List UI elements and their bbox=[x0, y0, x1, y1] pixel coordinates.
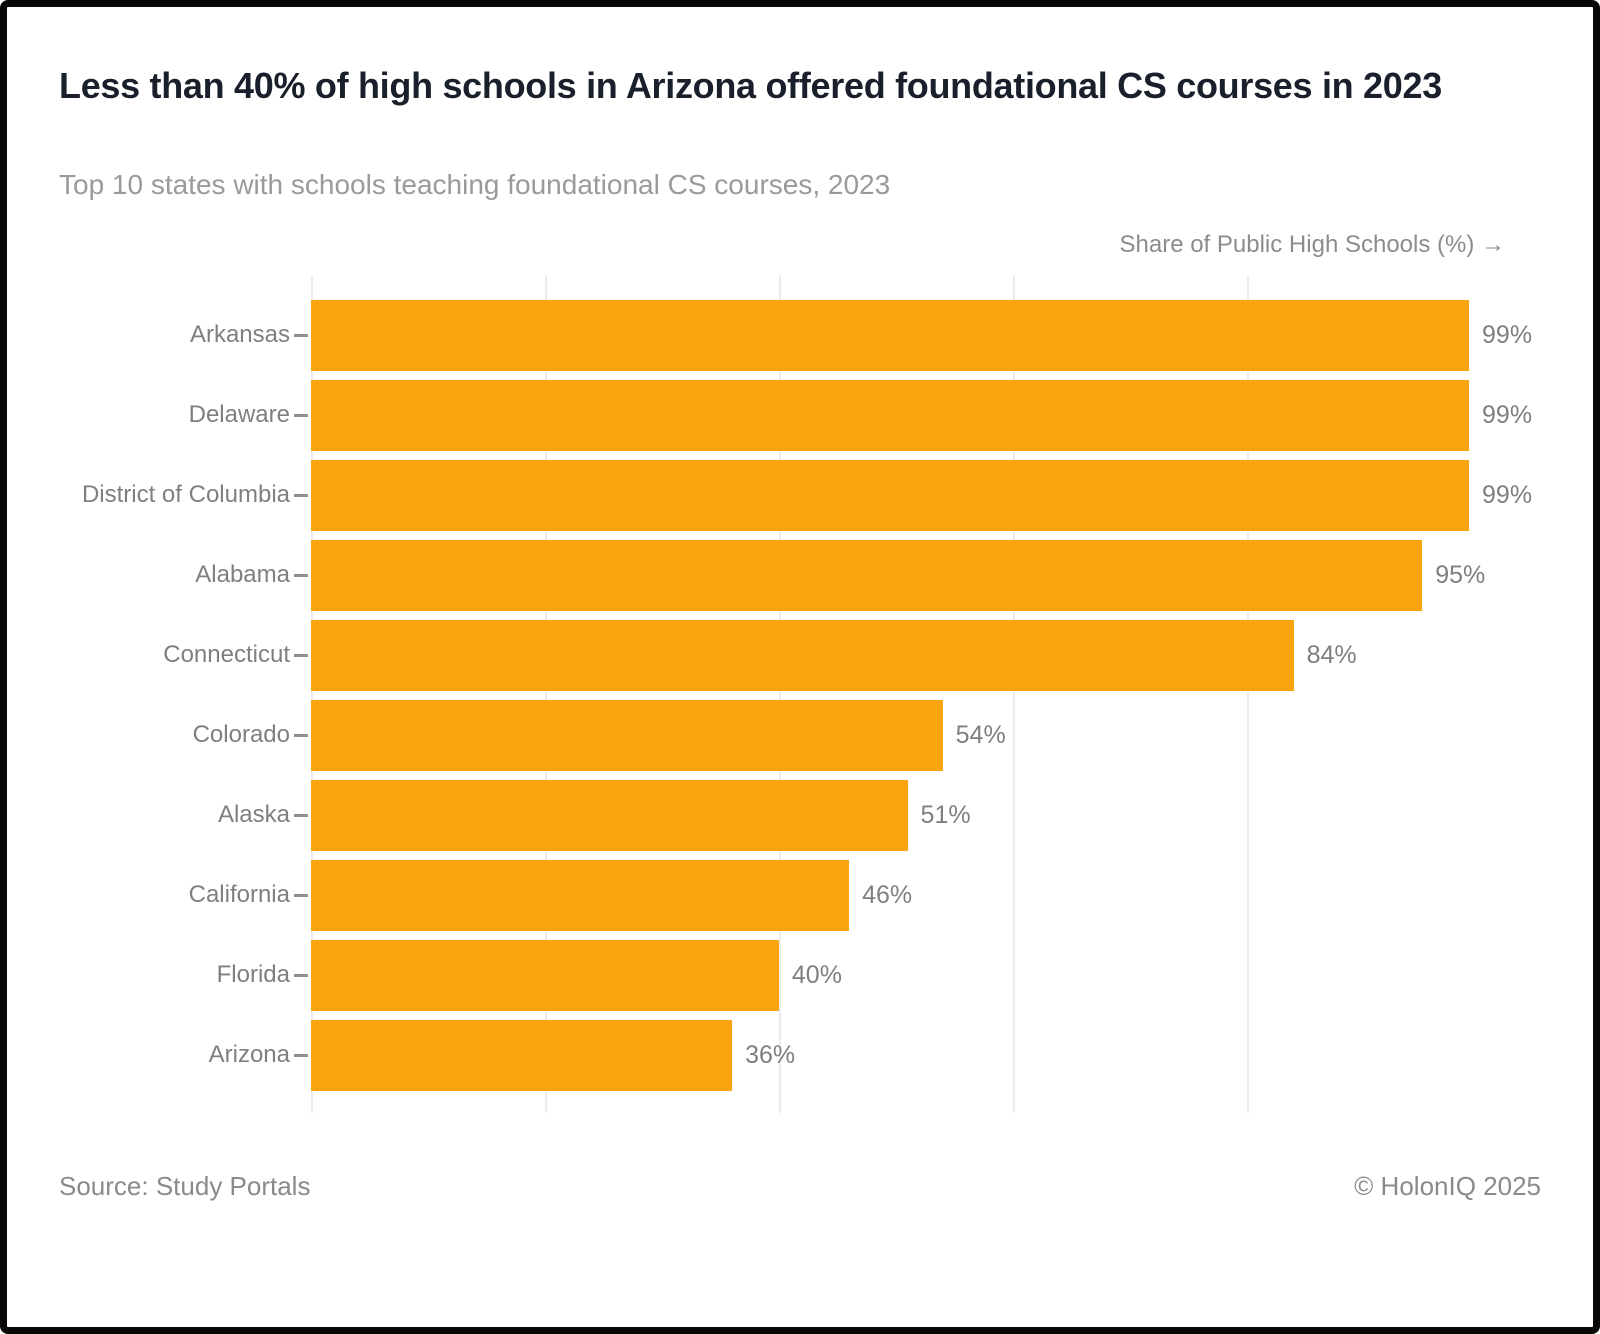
tick-mark bbox=[294, 413, 308, 417]
tick-mark bbox=[294, 653, 308, 657]
bar bbox=[311, 459, 1470, 531]
gridline-40 bbox=[778, 275, 781, 1113]
bar-track: 99% bbox=[311, 299, 1541, 371]
bar bbox=[311, 299, 1470, 371]
gridline-60 bbox=[1012, 275, 1015, 1113]
bar-row: Colorado 54% bbox=[59, 695, 1541, 775]
category-label: Arizona bbox=[208, 1041, 290, 1068]
bar-row: District of Columbia 99% bbox=[59, 455, 1541, 535]
bar-row: Arizona 36% bbox=[59, 1015, 1541, 1095]
category-label: Arkansas bbox=[189, 321, 290, 348]
x-axis-label: Share of Public High Schools (%) → bbox=[1119, 231, 1506, 258]
value-label: 36% bbox=[745, 1040, 796, 1069]
bar-row: Connecticut 84% bbox=[59, 615, 1541, 695]
value-label: 40% bbox=[791, 960, 842, 989]
bar-track: 40% bbox=[311, 939, 1541, 1011]
copyright-text: © HolonIQ 2025 bbox=[1354, 1171, 1541, 1201]
bar-track: 84% bbox=[311, 619, 1541, 691]
bar-track: 36% bbox=[311, 1019, 1541, 1091]
value-label: 46% bbox=[862, 880, 913, 909]
value-label: 54% bbox=[955, 720, 1006, 749]
bar-row: Alaska 51% bbox=[59, 775, 1541, 855]
category-label: Colorado bbox=[192, 721, 290, 748]
bar-row: Alabama 95% bbox=[59, 535, 1541, 615]
category-label: Alaska bbox=[217, 801, 290, 828]
source-text: Source: Study Portals bbox=[59, 1171, 311, 1201]
category-label: District of Columbia bbox=[81, 481, 290, 508]
bar-track: 99% bbox=[311, 459, 1541, 531]
value-label: 84% bbox=[1306, 640, 1357, 669]
gridline-20 bbox=[544, 275, 547, 1113]
value-label: 95% bbox=[1435, 560, 1486, 589]
tick-mark bbox=[294, 973, 308, 977]
gridline-80 bbox=[1246, 275, 1249, 1113]
bar bbox=[311, 619, 1294, 691]
value-label: 99% bbox=[1482, 320, 1533, 349]
tick-mark bbox=[294, 573, 308, 577]
chart-title: Less than 40% of high schools in Arizona… bbox=[59, 65, 1442, 106]
tick-mark bbox=[294, 733, 308, 737]
bar-track: 95% bbox=[311, 539, 1541, 611]
bar-track: 46% bbox=[311, 859, 1541, 931]
bar bbox=[311, 859, 850, 931]
category-label: Delaware bbox=[188, 401, 290, 428]
bar-row: Arkansas 99% bbox=[59, 295, 1541, 375]
bar bbox=[311, 939, 779, 1011]
tick-mark bbox=[294, 893, 308, 897]
bar-row: Delaware 99% bbox=[59, 375, 1541, 455]
bar-chart-plot-area: Arkansas 99% Delaware 99% District of Columb… bbox=[59, 275, 1541, 1113]
category-label: Connecticut bbox=[163, 641, 290, 668]
category-label: Florida bbox=[216, 961, 290, 988]
tick-mark bbox=[294, 493, 308, 497]
gridlines bbox=[311, 275, 1541, 1113]
bar-row: California 46% bbox=[59, 855, 1541, 935]
bar-row: Florida 40% bbox=[59, 935, 1541, 1015]
bar-track: 99% bbox=[311, 379, 1541, 451]
bar bbox=[311, 379, 1470, 451]
bar-track: 54% bbox=[311, 699, 1541, 771]
bar bbox=[311, 699, 943, 771]
value-label: 99% bbox=[1482, 480, 1533, 509]
tick-mark bbox=[294, 813, 308, 817]
tick-mark bbox=[294, 1053, 308, 1057]
bar-track: 51% bbox=[311, 779, 1541, 851]
value-label: 51% bbox=[920, 800, 971, 829]
category-label: Alabama bbox=[195, 561, 290, 588]
gridline-0 bbox=[311, 275, 313, 1113]
category-label: California bbox=[188, 881, 290, 908]
bar bbox=[311, 1019, 733, 1091]
bar bbox=[311, 539, 1423, 611]
tick-mark bbox=[294, 333, 308, 337]
chart-subtitle: Top 10 states with schools teaching foun… bbox=[59, 169, 891, 200]
bar bbox=[311, 779, 908, 851]
value-label: 99% bbox=[1482, 400, 1533, 429]
